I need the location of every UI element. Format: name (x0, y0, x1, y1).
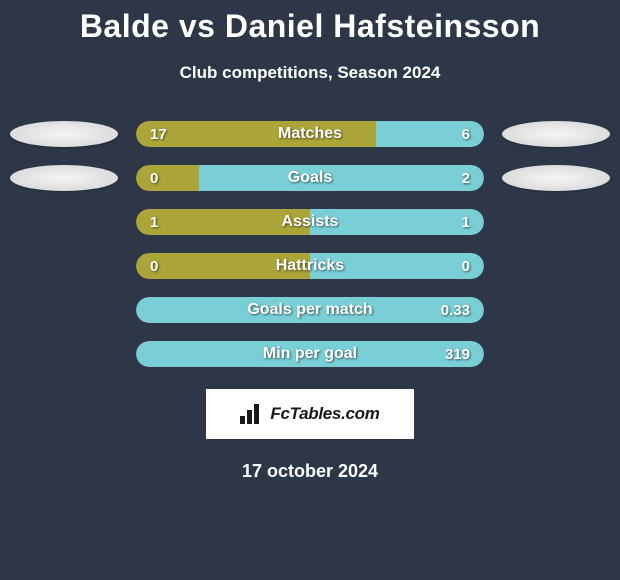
avatar-right (502, 165, 610, 191)
stat-bar: 02Goals (136, 165, 484, 191)
stat-bar: 319Min per goal (136, 341, 484, 367)
stat-label: Min per goal (136, 341, 484, 367)
stat-label: Assists (136, 209, 484, 235)
stat-row: 02Goals (0, 165, 620, 191)
page-title: Balde vs Daniel Hafsteinsson (0, 8, 620, 45)
stat-row: 00Hattricks (0, 253, 620, 279)
stat-row: 176Matches (0, 121, 620, 147)
avatar-left (10, 121, 118, 147)
logo-box: FcTables.com (206, 389, 414, 439)
avatar-spacer (10, 209, 118, 235)
stat-label: Goals (136, 165, 484, 191)
stat-bar: 11Assists (136, 209, 484, 235)
stat-bar: 0.33Goals per match (136, 297, 484, 323)
subtitle: Club competitions, Season 2024 (0, 63, 620, 83)
date-label: 17 october 2024 (0, 461, 620, 482)
avatar-right (502, 121, 610, 147)
stat-label: Goals per match (136, 297, 484, 323)
stat-row: 0.33Goals per match (0, 297, 620, 323)
stat-row: 319Min per goal (0, 341, 620, 367)
avatar-spacer (502, 297, 610, 323)
stat-label: Hattricks (136, 253, 484, 279)
stat-rows: 176Matches 02Goals 11Assists 00Hattricks 0.3… (0, 121, 620, 367)
logo-text: FcTables.com (270, 404, 379, 424)
comparison-card: Balde vs Daniel Hafsteinsson Club compet… (0, 0, 620, 482)
avatar-spacer (10, 341, 118, 367)
stat-label: Matches (136, 121, 484, 147)
avatar-spacer (502, 341, 610, 367)
avatar-spacer (502, 253, 610, 279)
bar-chart-icon (240, 404, 264, 424)
avatar-spacer (502, 209, 610, 235)
avatar-spacer (10, 253, 118, 279)
stat-bar: 176Matches (136, 121, 484, 147)
stat-row: 11Assists (0, 209, 620, 235)
stat-bar: 00Hattricks (136, 253, 484, 279)
avatar-spacer (10, 297, 118, 323)
avatar-left (10, 165, 118, 191)
